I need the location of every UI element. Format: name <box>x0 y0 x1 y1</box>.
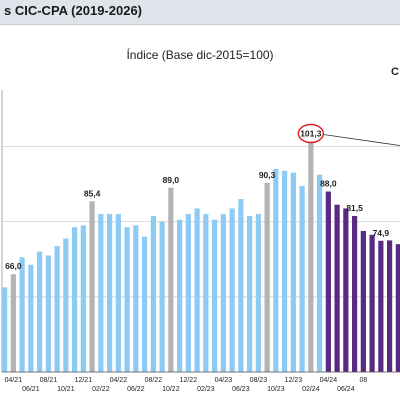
bar <box>28 264 34 372</box>
bar <box>255 214 261 372</box>
x-tick-label: 12/23 <box>285 377 303 384</box>
bar <box>72 227 78 372</box>
data-label: 101,3 <box>300 129 322 139</box>
bar <box>107 214 113 372</box>
bar <box>229 208 235 372</box>
x-tick-label: 08/22 <box>145 377 163 384</box>
bar <box>10 274 16 372</box>
bar <box>159 221 165 372</box>
x-tick-label: 02/22 <box>92 386 110 393</box>
x-tick-label: 12/22 <box>180 377 198 384</box>
data-label: 88,0 <box>320 179 337 189</box>
x-tick-label: 08/23 <box>250 377 268 384</box>
x-tick-label: 06/22 <box>127 386 145 393</box>
x-tick-label: 02/24 <box>302 386 320 393</box>
bar <box>273 168 279 372</box>
header-title: s CIC-CPA (2019-2026) <box>4 3 142 18</box>
bar <box>325 191 331 372</box>
bar <box>238 199 244 372</box>
bar <box>80 225 86 372</box>
x-tick-label: 04/21 <box>5 377 23 384</box>
bar <box>334 204 340 372</box>
edge-text: C <box>391 66 399 78</box>
bar <box>150 215 156 372</box>
bar <box>264 182 270 372</box>
bar <box>395 244 400 372</box>
x-tick-label: 10/23 <box>267 386 285 393</box>
data-label: 89,0 <box>163 175 180 185</box>
leader-line <box>323 134 400 146</box>
x-tick-label: 02/23 <box>197 386 215 393</box>
bar <box>168 187 174 372</box>
data-label: 90,3 <box>259 170 276 180</box>
bar <box>369 234 375 372</box>
x-tick-label: 08/21 <box>40 377 58 384</box>
bar <box>317 174 323 372</box>
bar <box>343 208 349 372</box>
data-label: 74,9 <box>373 228 390 238</box>
bar <box>220 214 226 372</box>
x-tick-label: 10/22 <box>162 386 180 393</box>
x-tick-label: 04/23 <box>215 377 233 384</box>
bar <box>115 214 121 372</box>
data-label: 66,0 <box>5 261 22 271</box>
bar <box>308 141 314 372</box>
bar <box>124 227 130 372</box>
bar <box>54 246 60 372</box>
bar <box>185 214 191 372</box>
x-tick-label: 06/21 <box>22 386 40 393</box>
bar <box>89 201 95 372</box>
x-tick-label: 04/24 <box>320 377 338 384</box>
bar <box>45 255 51 372</box>
x-tick-label: 10/21 <box>57 386 75 393</box>
header-band: s CIC-CPA (2019-2026) <box>0 0 400 25</box>
bar <box>63 238 69 372</box>
x-tick-label: 12/21 <box>75 377 93 384</box>
bar <box>142 236 148 372</box>
x-tick-label: 08 <box>359 377 367 384</box>
bar <box>247 215 253 372</box>
data-label: 81,5 <box>346 203 363 213</box>
bar <box>19 257 25 372</box>
bar <box>2 287 8 372</box>
x-tick-label: 06/24 <box>337 386 355 393</box>
bar <box>360 231 366 372</box>
bar <box>290 172 296 372</box>
bar <box>37 251 43 372</box>
bar <box>299 185 305 372</box>
x-tick-label: 04/22 <box>110 377 128 384</box>
bar <box>212 219 218 372</box>
data-label: 85,4 <box>84 188 101 198</box>
bar <box>203 214 209 372</box>
bar <box>352 215 358 372</box>
bar <box>387 240 393 372</box>
bar <box>282 170 288 372</box>
bar <box>194 208 200 372</box>
chart-title: Índice (Base dic-2015=100) <box>126 48 274 62</box>
bar <box>378 240 384 372</box>
bar <box>133 225 139 372</box>
bar <box>177 219 183 372</box>
highlight-circle <box>297 123 325 144</box>
bar <box>98 214 104 372</box>
x-tick-label: 06/23 <box>232 386 250 393</box>
